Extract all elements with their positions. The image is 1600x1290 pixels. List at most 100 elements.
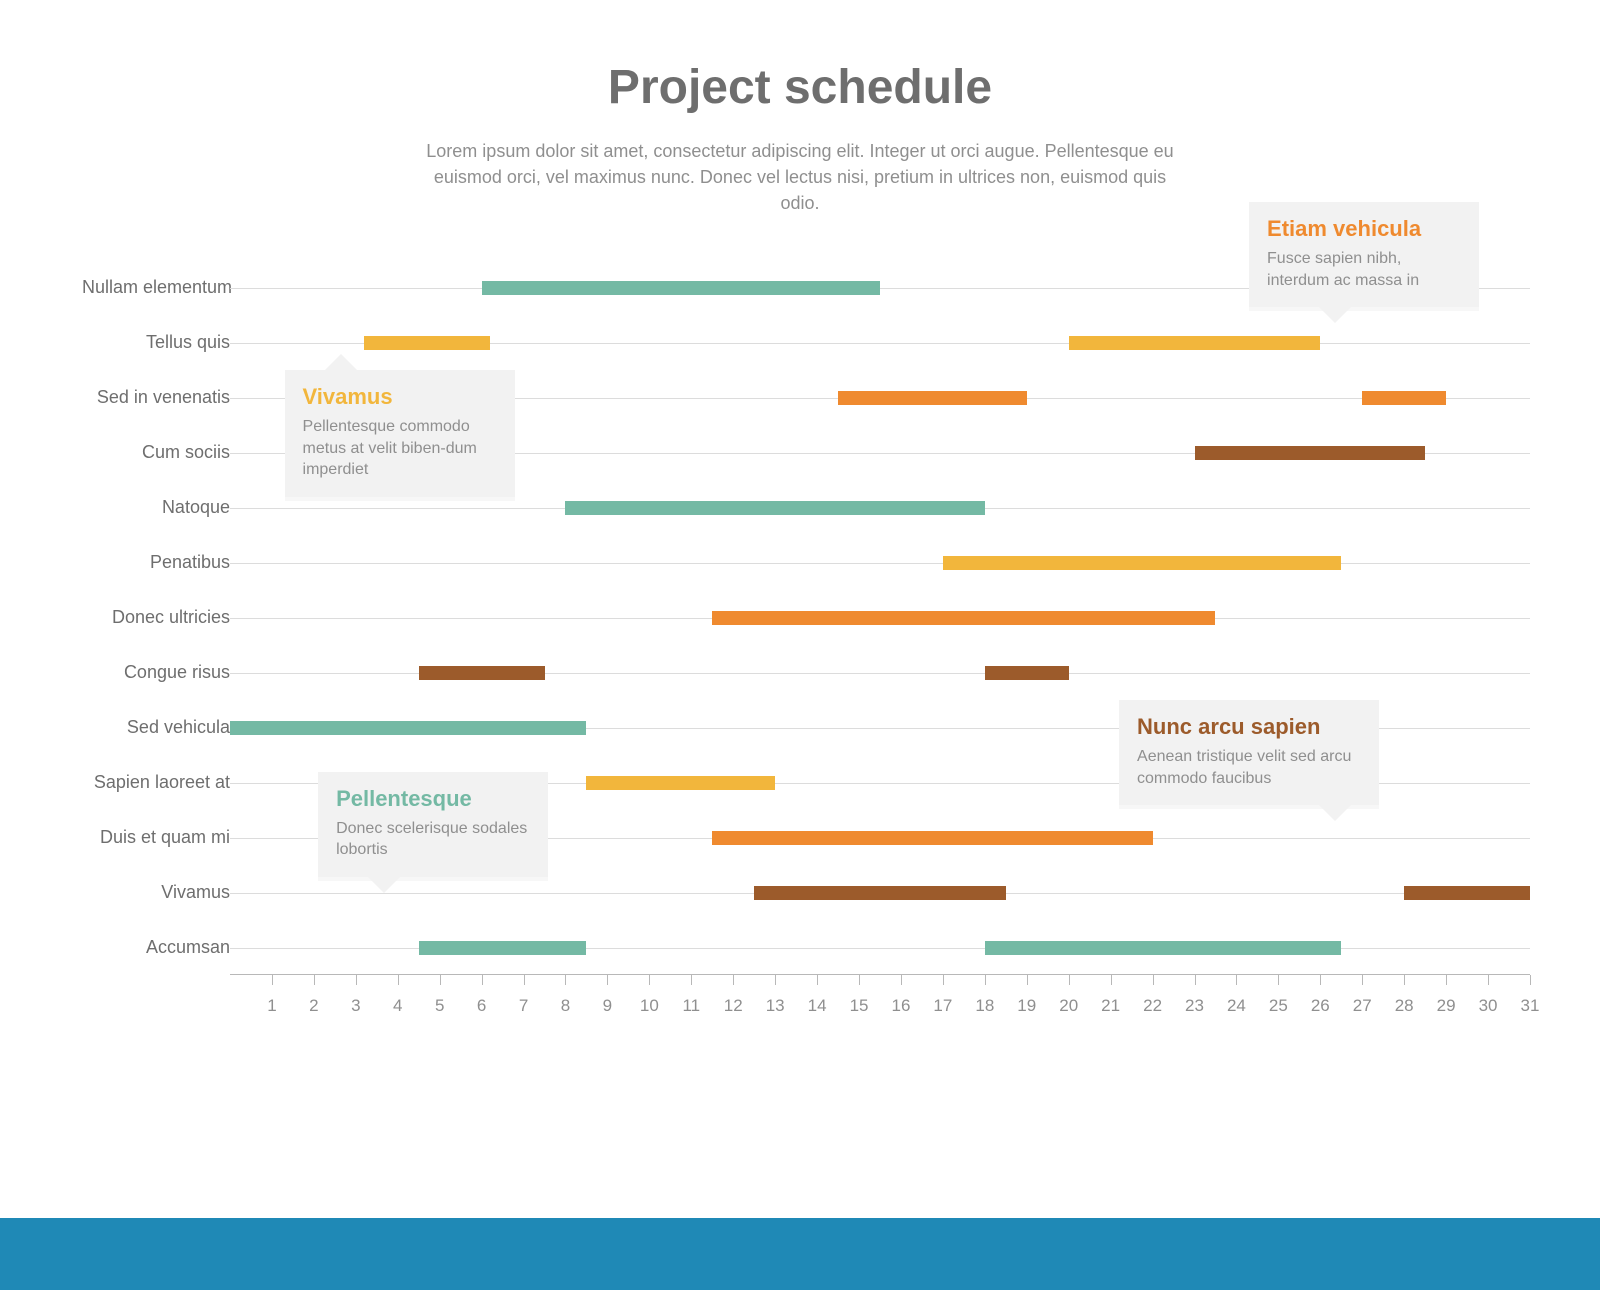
callout-tail [1319,307,1351,323]
callout-pellentesque: Pellentesque Donec scelerisque sodales lo… [318,772,548,877]
callout-vivamus: Vivamus Pellentesque commodo metus at vel… [285,370,515,497]
x-tick [859,975,860,985]
x-tick-label: 21 [1101,996,1120,1016]
x-tick [943,975,944,985]
row-label: Accumsan [82,937,230,958]
x-tick [1195,975,1196,985]
x-tick-label: 24 [1227,996,1246,1016]
gantt-bar [1362,391,1446,405]
x-tick [733,975,734,985]
gantt-bar [419,666,545,680]
row-label: Penatibus [82,552,230,573]
x-tick-label: 9 [603,996,612,1016]
x-tick-label: 3 [351,996,360,1016]
x-tick [1278,975,1279,985]
callout-nunc: Nunc arcu sapien Aenean tristique velit s… [1119,700,1379,805]
gantt-bar [565,501,984,515]
gantt-bar [943,556,1341,570]
gantt-bar [754,886,1006,900]
callout-body: Aenean tristique velit sed arcu commodo … [1137,746,1361,789]
x-tick [1153,975,1154,985]
callout-tail [368,877,400,893]
callout-tail [325,354,357,370]
x-tick-label: 31 [1521,996,1540,1016]
x-tick-label: 15 [850,996,869,1016]
x-tick [1111,975,1112,985]
x-tick-label: 17 [933,996,952,1016]
x-tick-label: 20 [1059,996,1078,1016]
x-tick [817,975,818,985]
row-label: Sed vehicula [82,717,230,738]
gantt-bar [1069,336,1321,350]
callout-body: Donec scelerisque sodales lobortis [336,818,530,861]
row-label: Vivamus [82,882,230,903]
x-tick-label: 30 [1479,996,1498,1016]
x-tick-label: 10 [640,996,659,1016]
row-label: Sed in venenatis [82,387,230,408]
x-tick [1488,975,1489,985]
row-label: Tellus quis [82,332,230,353]
x-tick-label: 28 [1395,996,1414,1016]
x-tick [1320,975,1321,985]
x-tick-label: 2 [309,996,318,1016]
x-tick-label: 11 [682,996,700,1016]
x-tick-label: 19 [1017,996,1036,1016]
gantt-bar [586,776,775,790]
x-tick-label: 18 [975,996,994,1016]
callout-title: Nunc arcu sapien [1137,714,1361,740]
row-label: Duis et quam mi [82,827,230,848]
page-subtitle: Lorem ipsum dolor sit amet, consectetur … [415,138,1185,216]
x-tick-label: 22 [1143,996,1162,1016]
footer-accent-bar [0,1218,1600,1290]
x-tick [901,975,902,985]
x-tick-label: 16 [891,996,910,1016]
plot-area: 1234567891011121314151617181920212223242… [230,240,1530,975]
row-label: Nullam elementum [82,277,230,298]
callout-body: Fusce sapien nibh, interdum ac massa in [1267,248,1461,291]
x-tick [440,975,441,985]
gantt-bar [482,281,880,295]
row-labels: Nullam elementum Tellus quis Sed in venena… [70,240,230,975]
x-tick-label: 23 [1185,996,1204,1016]
x-tick-label: 27 [1353,996,1372,1016]
x-tick-label: 14 [808,996,827,1016]
x-tick [1236,975,1237,985]
x-tick [691,975,692,985]
gantt-chart: Nullam elementum Tellus quis Sed in venena… [70,240,1530,1080]
x-tick [1404,975,1405,985]
gantt-bar [838,391,1027,405]
x-axis [230,974,1530,975]
x-tick [1069,975,1070,985]
x-tick-label: 12 [724,996,743,1016]
x-tick-label: 6 [477,996,486,1016]
gantt-bar [985,941,1341,955]
gantt-bar [364,336,490,350]
x-tick-label: 29 [1437,996,1456,1016]
x-tick [985,975,986,985]
callout-tail [1319,805,1351,821]
x-tick [649,975,650,985]
x-tick [398,975,399,985]
x-tick [1446,975,1447,985]
x-tick-label: 25 [1269,996,1288,1016]
x-tick-label: 8 [561,996,570,1016]
x-tick-label: 7 [519,996,528,1016]
row-label: Congue risus [82,662,230,683]
x-tick [524,975,525,985]
x-tick-label: 5 [435,996,444,1016]
gantt-bar [230,721,586,735]
gantt-bar [985,666,1069,680]
gantt-bar [712,831,1152,845]
gantt-bar [1404,886,1530,900]
callout-etiam: Etiam vehicula Fusce sapien nibh, interdu… [1249,202,1479,307]
callout-title: Vivamus [303,384,497,410]
gantt-bar [712,611,1215,625]
page-title: Project schedule [0,60,1600,115]
callout-body: Pellentesque commodo metus at velit bibe… [303,416,497,481]
callout-title: Pellentesque [336,786,530,812]
row-label: Sapien laoreet at [82,772,230,793]
x-tick [1027,975,1028,985]
callout-title: Etiam vehicula [1267,216,1461,242]
x-tick-label: 13 [766,996,785,1016]
gantt-bar [1195,446,1426,460]
